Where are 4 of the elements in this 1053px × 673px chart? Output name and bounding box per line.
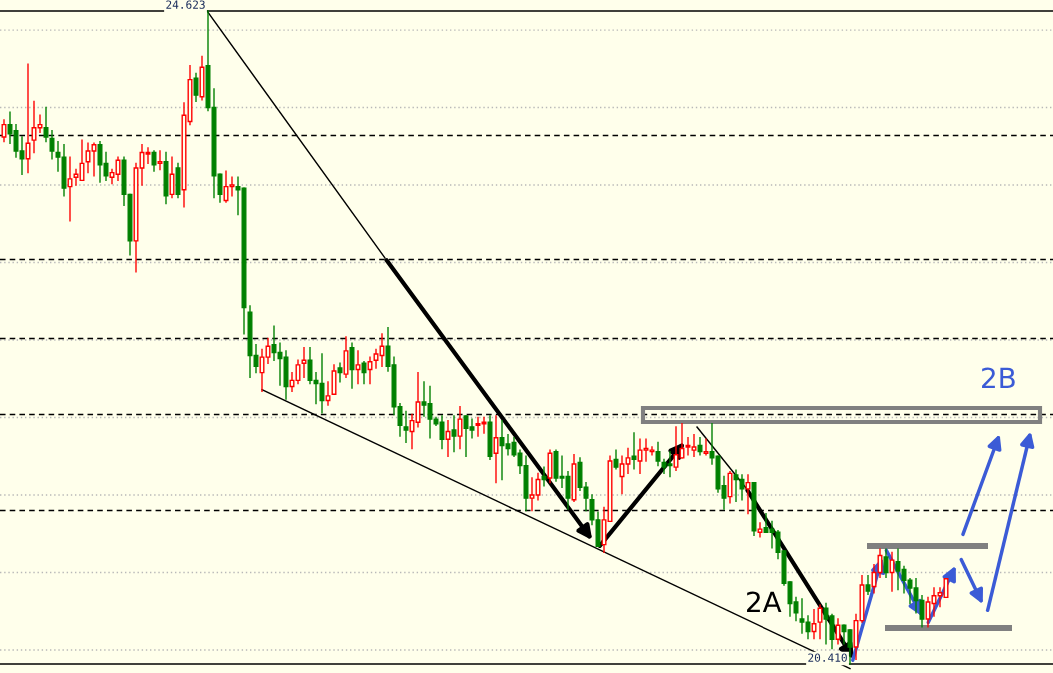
annotation: 2A [747, 591, 782, 612]
text: 2B [982, 367, 1015, 388]
ref-line-label: 24.623 [166, 0, 205, 9]
ref-line-label: 20.410 [808, 653, 847, 662]
